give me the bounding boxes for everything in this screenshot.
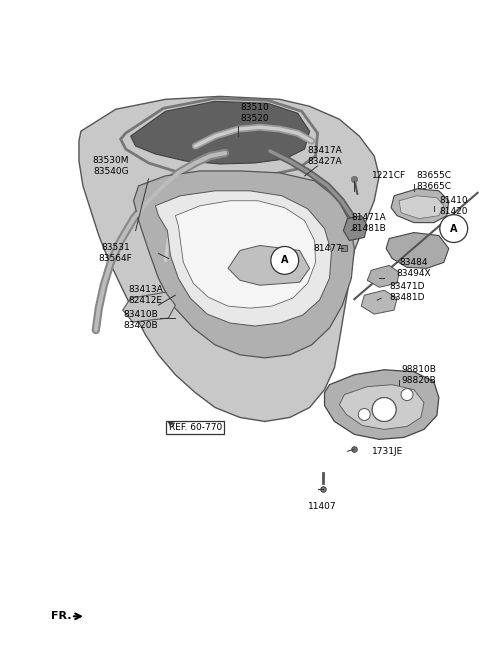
Text: 83484
83494X: 83484 83494X [396,258,432,279]
Polygon shape [228,246,310,285]
Text: 98810B
98820B: 98810B 98820B [402,365,436,385]
Text: 83530M
83540G: 83530M 83540G [93,156,129,176]
Circle shape [440,215,468,242]
Polygon shape [391,189,449,223]
Polygon shape [123,292,175,322]
Polygon shape [339,384,424,430]
Polygon shape [133,171,354,358]
Text: FR.: FR. [51,611,72,622]
Circle shape [372,397,396,421]
Text: 83410B
83420B: 83410B 83420B [123,310,158,330]
Text: 1731JE: 1731JE [372,447,403,456]
Text: 83471D
83481D: 83471D 83481D [389,282,425,302]
Text: REF. 60-770: REF. 60-770 [168,423,222,432]
Polygon shape [367,265,399,287]
Text: 83417A
83427A: 83417A 83427A [307,146,342,166]
Circle shape [358,409,370,420]
Polygon shape [156,191,332,326]
Text: 1221CF: 1221CF [372,171,406,181]
Polygon shape [175,201,315,308]
Text: 83655C
83665C: 83655C 83665C [416,171,451,191]
Text: A: A [281,256,288,265]
Polygon shape [343,215,367,240]
Polygon shape [131,101,310,164]
Polygon shape [79,97,379,421]
Circle shape [271,246,299,275]
Polygon shape [324,370,439,440]
Text: 81477: 81477 [313,244,342,253]
Text: 83413A
82412E: 83413A 82412E [128,285,163,306]
Polygon shape [399,196,444,219]
Text: 81471A
81481B: 81471A 81481B [352,213,386,233]
Text: 83531
83564F: 83531 83564F [99,243,132,263]
Circle shape [372,397,396,421]
Polygon shape [386,233,449,268]
Text: 11407: 11407 [308,503,337,511]
Circle shape [401,389,413,401]
Text: 81410
81420: 81410 81420 [440,196,468,215]
Polygon shape [361,290,397,314]
Text: A: A [450,223,457,234]
Text: 83510
83520: 83510 83520 [240,103,269,124]
